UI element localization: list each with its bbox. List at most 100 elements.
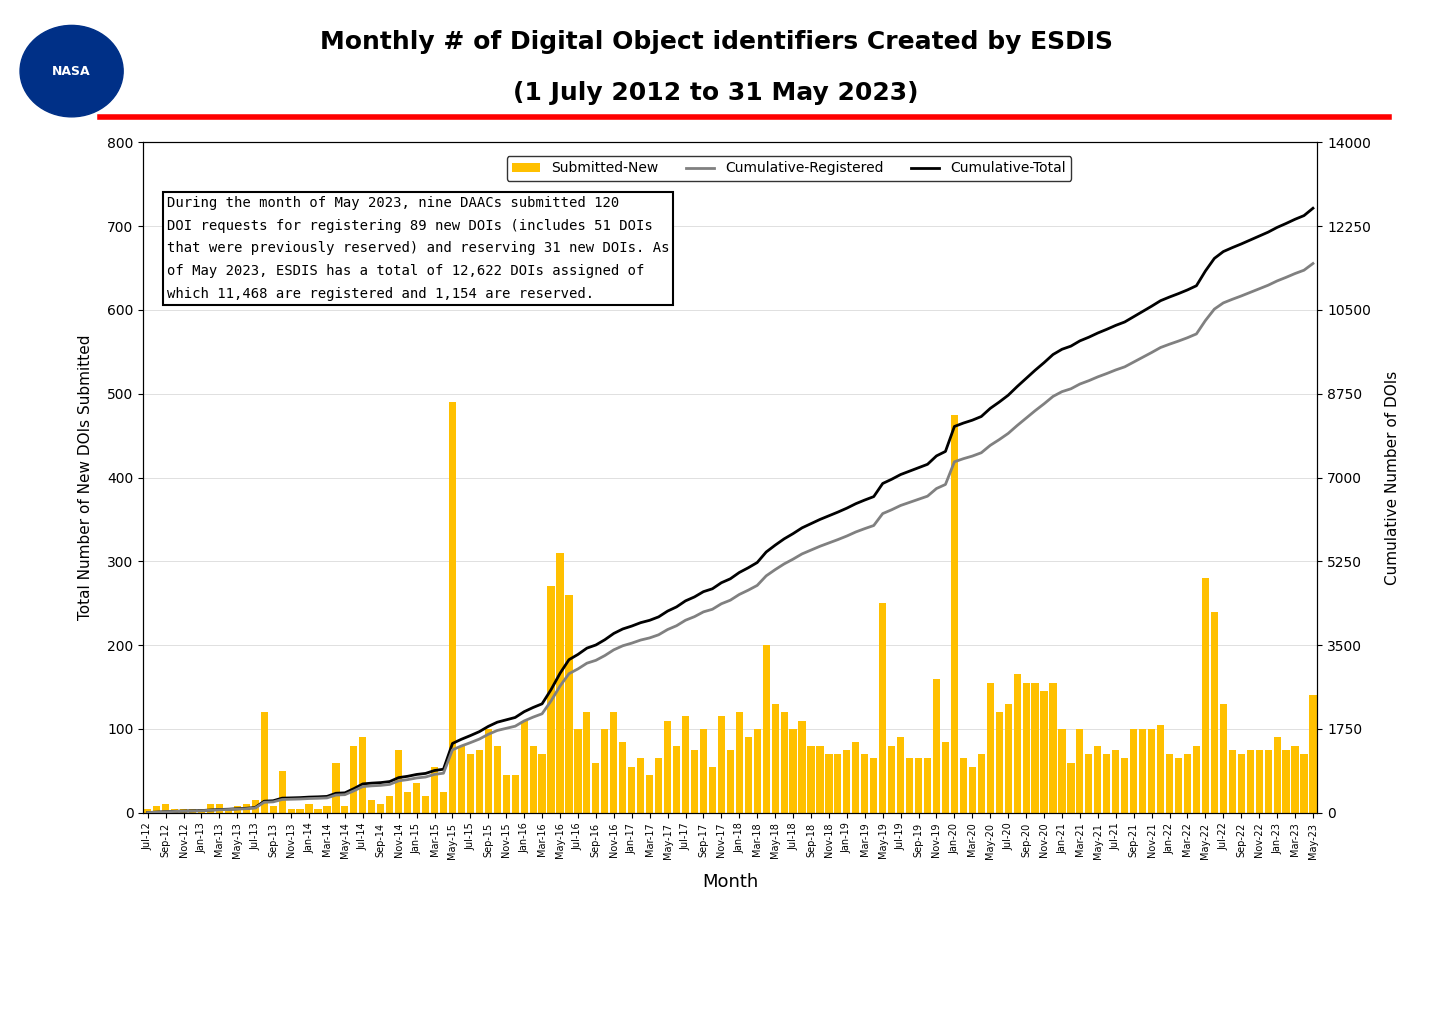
Bar [1113,750,1120,813]
Bar [700,728,707,813]
Bar [1121,758,1128,813]
Bar [932,679,939,813]
Bar [1166,754,1173,813]
Bar [987,683,994,813]
Bar [816,746,823,813]
Bar [145,809,152,813]
Bar [377,805,384,813]
Bar [1237,754,1244,813]
Bar [1157,724,1164,813]
Bar [969,767,977,813]
Bar [610,712,617,813]
Bar [467,754,474,813]
Bar [1005,704,1012,813]
Bar [871,758,878,813]
Legend: Submitted-New, Cumulative-Registered, Cumulative-Total: Submitted-New, Cumulative-Registered, Cu… [507,155,1071,181]
Bar [431,767,438,813]
Bar [351,746,358,813]
Bar [843,750,851,813]
Bar [995,712,1002,813]
Bar [206,805,213,813]
Bar [629,767,636,813]
Bar [538,754,546,813]
X-axis label: Month: Month [702,873,759,891]
Bar [1022,683,1030,813]
Bar [1184,754,1191,813]
Bar [646,775,653,813]
Bar [1211,612,1219,813]
Bar [404,791,411,813]
Bar [1138,728,1146,813]
Bar [763,645,770,813]
Bar [395,750,402,813]
Bar [1077,728,1084,813]
Bar [1067,762,1074,813]
Bar [808,746,815,813]
Bar [261,712,268,813]
Bar [1201,578,1209,813]
Bar [521,720,528,813]
Bar [1050,683,1057,813]
Bar [1220,704,1227,813]
Bar [296,809,304,813]
Bar [601,728,609,813]
Bar [924,758,931,813]
Bar [673,746,680,813]
Bar [288,809,295,813]
Bar [412,783,420,813]
Bar [690,750,697,813]
Bar [736,712,743,813]
Text: During the month of May 2023, nine DAACs submitted 120
DOI requests for register: During the month of May 2023, nine DAACs… [166,196,669,301]
Y-axis label: Total Number of New DOIs Submitted: Total Number of New DOIs Submitted [79,334,93,621]
Bar [1014,675,1021,813]
Bar [189,809,196,813]
Bar [942,742,949,813]
Bar [1273,738,1280,813]
Bar [772,704,779,813]
Bar [637,758,644,813]
Bar [906,758,914,813]
Text: Monthly # of Digital Object identifiers Created by ESDIS: Monthly # of Digital Object identifiers … [319,30,1113,55]
Bar [458,746,465,813]
Bar [1103,754,1110,813]
Bar [888,746,895,813]
Bar [269,806,276,813]
Bar [180,809,188,813]
Bar [216,805,223,813]
Text: (1 July 2012 to 31 May 2023): (1 July 2012 to 31 May 2023) [513,81,919,106]
Bar [305,805,312,813]
Bar [153,806,160,813]
Bar [879,604,886,813]
Bar [780,712,788,813]
Bar [387,796,394,813]
Bar [557,553,564,813]
Bar [799,720,806,813]
Bar [753,728,760,813]
Bar [332,762,339,813]
Bar [1300,754,1307,813]
Bar [225,809,232,813]
Bar [951,415,958,813]
Bar [1058,728,1065,813]
Bar [1174,758,1181,813]
Bar [1148,728,1156,813]
Bar [440,791,447,813]
Bar [825,754,832,813]
Bar [1041,691,1048,813]
Y-axis label: Cumulative Number of DOIs: Cumulative Number of DOIs [1385,371,1400,584]
Bar [896,738,904,813]
Circle shape [20,25,123,117]
Bar [368,801,375,813]
Bar [1256,750,1263,813]
Bar [315,809,322,813]
Bar [654,758,662,813]
Bar [861,754,868,813]
Bar [1193,746,1200,813]
Bar [593,762,600,813]
Bar [835,754,842,813]
Bar [162,805,169,813]
Bar [252,801,259,813]
Bar [726,750,735,813]
Bar [1229,750,1236,813]
Bar [664,720,672,813]
